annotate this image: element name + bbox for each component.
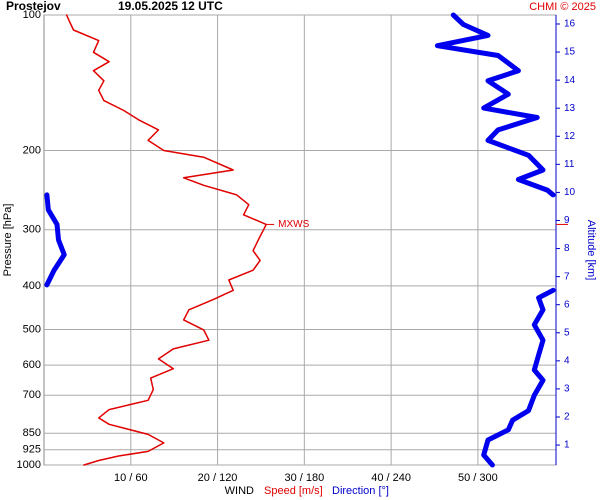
y2-tick-label: 7 [564, 271, 570, 282]
series-line [481, 287, 556, 468]
y2-axis-label: Altitude [km] [585, 220, 597, 281]
legend-speed: Speed [m/s] [264, 485, 323, 497]
y2-tick-label: 3 [564, 384, 570, 395]
series-line [434, 12, 556, 198]
chart-subtitle: 19.05.2025 12 UTC [118, 0, 223, 13]
x-tick-label: 40 / 240 [371, 472, 411, 484]
y-axis-label: Pressure [hPa] [2, 204, 14, 277]
y-tick-label: 600 [23, 359, 41, 371]
y2-tick-label: 12 [564, 131, 576, 142]
x-tick-label: 10 / 60 [114, 472, 148, 484]
y2-tick-label: 4 [564, 355, 570, 366]
y2-tick-label: 8 [564, 243, 570, 254]
y-tick-label: 200 [23, 144, 41, 156]
y2-tick-label: 10 [564, 187, 576, 198]
y-tick-label: 500 [23, 323, 41, 335]
y-tick-label: 850 [23, 427, 41, 439]
y2-tick-label: 16 [564, 19, 576, 30]
x-tick-label: 20 / 120 [198, 472, 238, 484]
y-tick-label: 1000 [17, 459, 41, 471]
y2-tick-label: 6 [564, 299, 570, 310]
legend-direction: Direction [°] [332, 485, 389, 497]
y-tick-label: 300 [23, 224, 41, 236]
y2-tick-label: 2 [564, 412, 570, 423]
y-tick-label: 100 [23, 9, 41, 21]
x-tick-label: 30 / 180 [284, 472, 324, 484]
y2-tick-label: 1 [564, 440, 570, 451]
y2-tick-label: 13 [564, 103, 576, 114]
y-tick-label: 400 [23, 280, 41, 292]
series-line [65, 14, 267, 466]
y-tick-label: 700 [23, 389, 41, 401]
y2-tick-label: 15 [564, 47, 576, 58]
chart-title: Prostejov [6, 0, 61, 13]
y2-tick-label: 5 [564, 327, 570, 338]
y-tick-label: 925 [23, 444, 41, 456]
series-line [44, 192, 67, 288]
credit: CHMI © 2025 [529, 1, 596, 13]
y2-tick-label: 14 [564, 75, 576, 86]
annotation: MXWS [278, 219, 309, 230]
y2-tick-label: 9 [564, 215, 570, 226]
y2-tick-label: 11 [564, 159, 575, 170]
x-axis-label: WIND [225, 485, 254, 497]
x-tick-label: 50 / 300 [458, 472, 498, 484]
plot-frame [43, 14, 557, 466]
